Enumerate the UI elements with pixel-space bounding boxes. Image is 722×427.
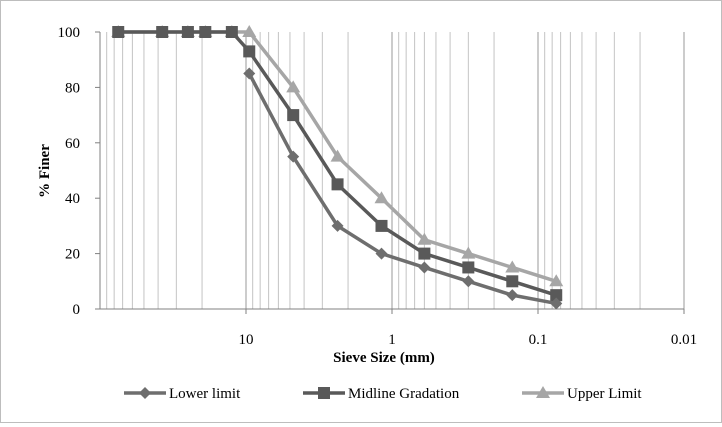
data-point-midline-gradation <box>243 45 256 58</box>
data-point-midline-gradation <box>199 26 212 38</box>
series-lower-limit <box>243 67 563 310</box>
data-point-midline-gradation <box>506 275 519 288</box>
data-point-upper-limit <box>330 149 345 162</box>
data-point-upper-limit <box>242 25 257 37</box>
data-point-lower-limit <box>287 150 300 163</box>
data-point-lower-limit <box>506 289 519 302</box>
series-line-midline-gradation <box>118 30 557 297</box>
data-point-upper-limit <box>417 232 432 245</box>
grid-lines <box>106 32 685 309</box>
series-line-lower-limit <box>247 72 557 306</box>
legend-marker <box>139 387 151 399</box>
x-axis-ticks: 10 1 0.1 0.01 <box>239 309 697 348</box>
data-point-midline-gradation <box>331 178 344 191</box>
data-point-upper-limit <box>549 274 564 287</box>
y-tick-label: 100 <box>58 25 81 41</box>
data-point-midline-gradation <box>462 261 475 274</box>
series-midline-gradation <box>112 26 563 302</box>
legend-label: Lower limit <box>169 386 241 402</box>
data-point-upper-limit <box>374 191 389 204</box>
data-point-midline-gradation <box>418 247 431 260</box>
data-point-upper-limit <box>505 260 520 273</box>
y-tick-label: 20 <box>65 247 80 263</box>
legend-item-lower-limit: Lower limit <box>124 386 241 402</box>
data-point-midline-gradation <box>550 289 563 302</box>
legend-item-upper-limit: Upper Limit <box>522 386 642 402</box>
series-upper-limit <box>111 25 564 287</box>
legend-label: Upper Limit <box>567 386 642 402</box>
data-point-midline-gradation <box>156 26 169 38</box>
y-tick-label: 80 <box>65 80 80 96</box>
legend-marker <box>536 386 550 398</box>
y-tick-label: 60 <box>65 136 80 152</box>
y-axis-ticks: 0 20 40 60 80 100 <box>58 25 100 318</box>
y-tick-label: 0 <box>73 302 81 318</box>
legend-marker <box>318 387 330 399</box>
x-axis-title: Sieve Size (mm) <box>333 350 435 366</box>
y-tick-label: 40 <box>65 191 80 207</box>
data-point-lower-limit <box>331 219 344 232</box>
data-point-midline-gradation <box>112 26 125 38</box>
x-tick-label: 0.1 <box>529 332 548 348</box>
data-point-lower-limit <box>418 261 431 274</box>
legend-item-midline-gradation: Midline Gradation <box>303 386 460 402</box>
data-point-midline-gradation <box>181 26 194 38</box>
legend: Lower limit Midline Gradation Upper Limit <box>124 386 642 402</box>
x-tick-label: 1 <box>388 332 396 348</box>
data-point-midline-gradation <box>375 219 388 232</box>
data-point-lower-limit <box>462 275 475 288</box>
x-tick-label: 10 <box>239 332 254 348</box>
data-point-lower-limit <box>375 247 388 260</box>
data-point-upper-limit <box>286 80 301 93</box>
data-point-lower-limit <box>243 67 256 80</box>
series-layer <box>111 25 564 310</box>
y-axis-title: % Finer <box>37 144 53 198</box>
legend-label: Midline Gradation <box>348 386 460 402</box>
data-point-midline-gradation <box>225 26 238 38</box>
data-point-midline-gradation <box>287 109 300 122</box>
data-point-lower-limit <box>550 297 563 310</box>
data-point-upper-limit <box>461 246 476 259</box>
x-tick-label: 0.01 <box>671 332 697 348</box>
